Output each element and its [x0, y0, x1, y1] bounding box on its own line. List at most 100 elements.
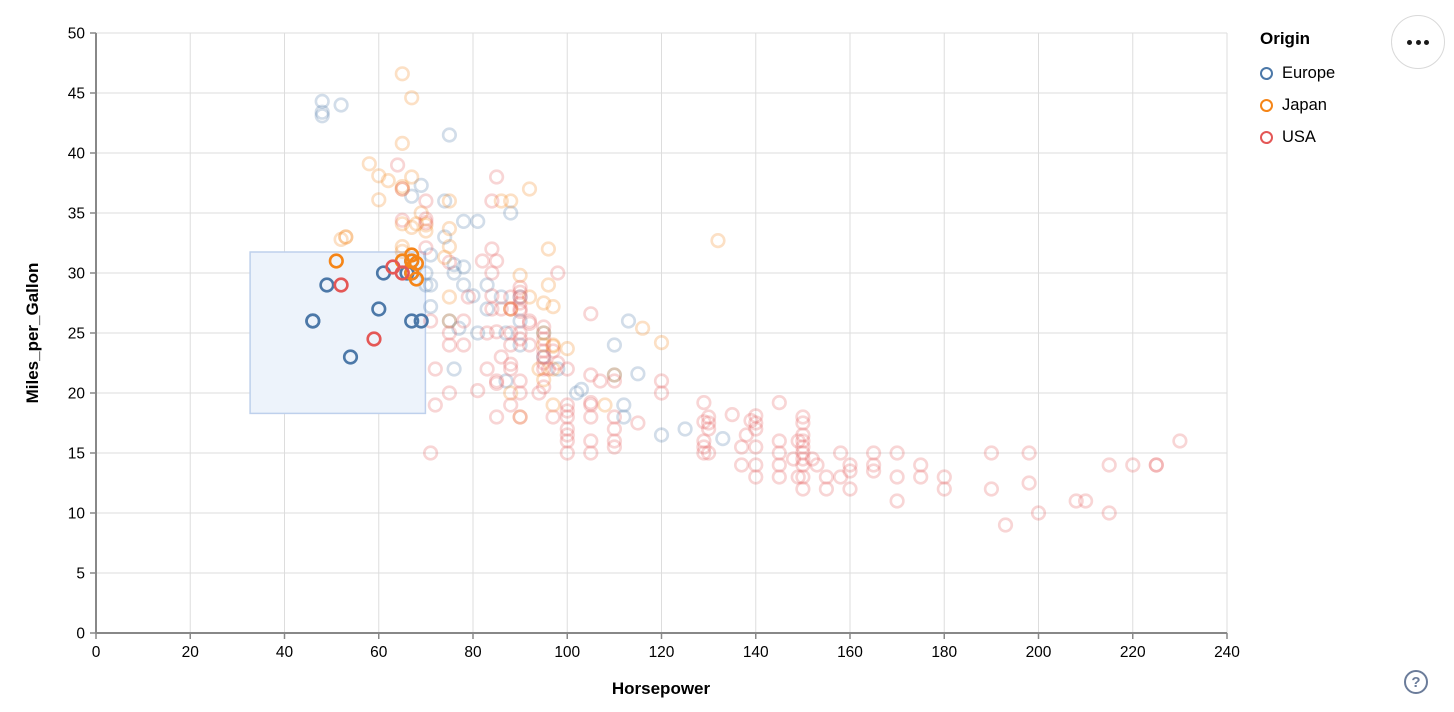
brush-selection[interactable]	[249, 251, 427, 415]
data-point-usa[interactable]	[795, 433, 811, 449]
data-point-usa[interactable]	[545, 343, 561, 359]
data-point-usa[interactable]	[512, 373, 528, 389]
data-point-usa[interactable]	[606, 421, 623, 437]
data-point-usa[interactable]	[559, 433, 575, 449]
data-point-europe[interactable]	[536, 325, 552, 341]
data-point-japan[interactable]	[437, 249, 453, 265]
data-point-japan[interactable]	[540, 241, 557, 257]
data-point-japan[interactable]	[634, 320, 651, 336]
data-point-usa[interactable]	[696, 433, 712, 449]
data-point-usa[interactable]	[394, 181, 410, 197]
data-point-usa[interactable]	[795, 457, 811, 473]
data-point-usa[interactable]	[512, 325, 528, 341]
data-point-usa[interactable]	[418, 215, 434, 231]
data-point-japan[interactable]	[441, 289, 458, 305]
data-point-usa[interactable]	[842, 457, 858, 473]
data-point-usa[interactable]	[1148, 457, 1164, 473]
data-point-usa[interactable]	[503, 356, 519, 372]
data-point-usa[interactable]	[484, 241, 500, 257]
data-point-usa[interactable]	[540, 361, 557, 377]
data-point-usa[interactable]	[865, 457, 882, 473]
data-point-usa[interactable]	[809, 457, 825, 473]
data-point-usa[interactable]	[1021, 445, 1037, 461]
data-point-usa[interactable]	[512, 385, 528, 401]
data-point-usa[interactable]	[423, 313, 439, 329]
data-point-europe[interactable]	[653, 427, 670, 443]
data-point-usa[interactable]	[592, 373, 608, 389]
data-point-usa[interactable]	[696, 395, 712, 411]
data-point-usa[interactable]	[489, 324, 505, 340]
data-point-usa[interactable]	[1148, 457, 1164, 473]
data-point-usa[interactable]	[489, 409, 505, 425]
data-point-usa[interactable]	[493, 301, 509, 317]
data-point-europe[interactable]	[441, 127, 458, 143]
data-point-europe[interactable]	[493, 289, 509, 305]
data-point-usa[interactable]	[512, 303, 528, 320]
data-point-europe[interactable]	[314, 104, 330, 120]
data-point-usa[interactable]	[936, 469, 952, 485]
data-point-usa[interactable]	[503, 361, 519, 377]
data-point-japan[interactable]	[328, 253, 344, 269]
data-point-usa[interactable]	[493, 349, 509, 365]
data-point-europe[interactable]	[620, 313, 637, 329]
data-point-usa[interactable]	[653, 373, 670, 389]
data-point-usa[interactable]	[418, 193, 434, 209]
data-point-usa[interactable]	[479, 325, 495, 341]
data-point-usa[interactable]	[771, 445, 787, 461]
data-point-usa[interactable]	[1101, 457, 1117, 473]
data-point-japan[interactable]	[536, 372, 552, 388]
data-point-japan[interactable]	[503, 385, 519, 401]
data-point-europe[interactable]	[512, 313, 528, 329]
data-point-usa[interactable]	[724, 407, 740, 423]
data-point-usa[interactable]	[748, 408, 764, 424]
data-point-usa[interactable]	[696, 439, 712, 455]
data-point-europe[interactable]	[451, 320, 467, 336]
data-point-europe[interactable]	[314, 93, 330, 109]
data-point-europe[interactable]	[441, 313, 458, 329]
data-point-japan[interactable]	[545, 338, 561, 354]
data-point-usa[interactable]	[818, 469, 835, 485]
data-point-usa[interactable]	[1068, 493, 1084, 509]
data-point-usa[interactable]	[795, 451, 811, 467]
data-point-usa[interactable]	[700, 421, 717, 437]
data-point-europe[interactable]	[630, 366, 646, 382]
data-point-usa[interactable]	[983, 445, 1000, 461]
data-point-usa[interactable]	[1030, 505, 1047, 521]
data-point-usa[interactable]	[653, 385, 670, 401]
data-point-europe[interactable]	[512, 337, 528, 353]
data-point-usa[interactable]	[503, 337, 519, 353]
data-point-japan[interactable]	[338, 229, 354, 245]
data-point-japan[interactable]	[394, 179, 410, 195]
data-point-usa[interactable]	[583, 306, 599, 322]
data-point-usa[interactable]	[583, 367, 599, 383]
data-point-usa[interactable]	[865, 445, 882, 461]
data-point-japan[interactable]	[380, 173, 396, 189]
data-point-europe[interactable]	[479, 301, 495, 317]
data-point-usa[interactable]	[427, 397, 443, 413]
data-point-usa[interactable]	[460, 289, 476, 305]
data-point-japan[interactable]	[503, 301, 519, 317]
data-point-japan[interactable]	[531, 361, 547, 377]
data-point-japan[interactable]	[338, 229, 354, 245]
data-point-japan[interactable]	[371, 192, 387, 208]
data-point-usa[interactable]	[1077, 493, 1094, 509]
data-point-europe[interactable]	[437, 229, 453, 245]
data-point-usa[interactable]	[441, 337, 458, 353]
data-point-europe[interactable]	[456, 213, 472, 229]
data-point-usa[interactable]	[394, 212, 410, 228]
data-point-usa[interactable]	[606, 439, 623, 455]
data-point-japan[interactable]	[521, 181, 538, 197]
data-point-usa[interactable]	[738, 427, 754, 443]
data-point-europe[interactable]	[342, 349, 359, 365]
data-point-usa[interactable]	[559, 427, 575, 443]
data-point-usa[interactable]	[536, 349, 552, 365]
data-point-usa[interactable]	[559, 403, 575, 419]
data-point-usa[interactable]	[550, 355, 566, 371]
data-point-usa[interactable]	[696, 445, 712, 461]
data-point-usa[interactable]	[479, 361, 495, 377]
data-point-europe[interactable]	[503, 205, 519, 221]
data-point-usa[interactable]	[512, 331, 528, 347]
data-point-europe[interactable]	[677, 421, 693, 437]
data-point-usa[interactable]	[489, 375, 505, 392]
